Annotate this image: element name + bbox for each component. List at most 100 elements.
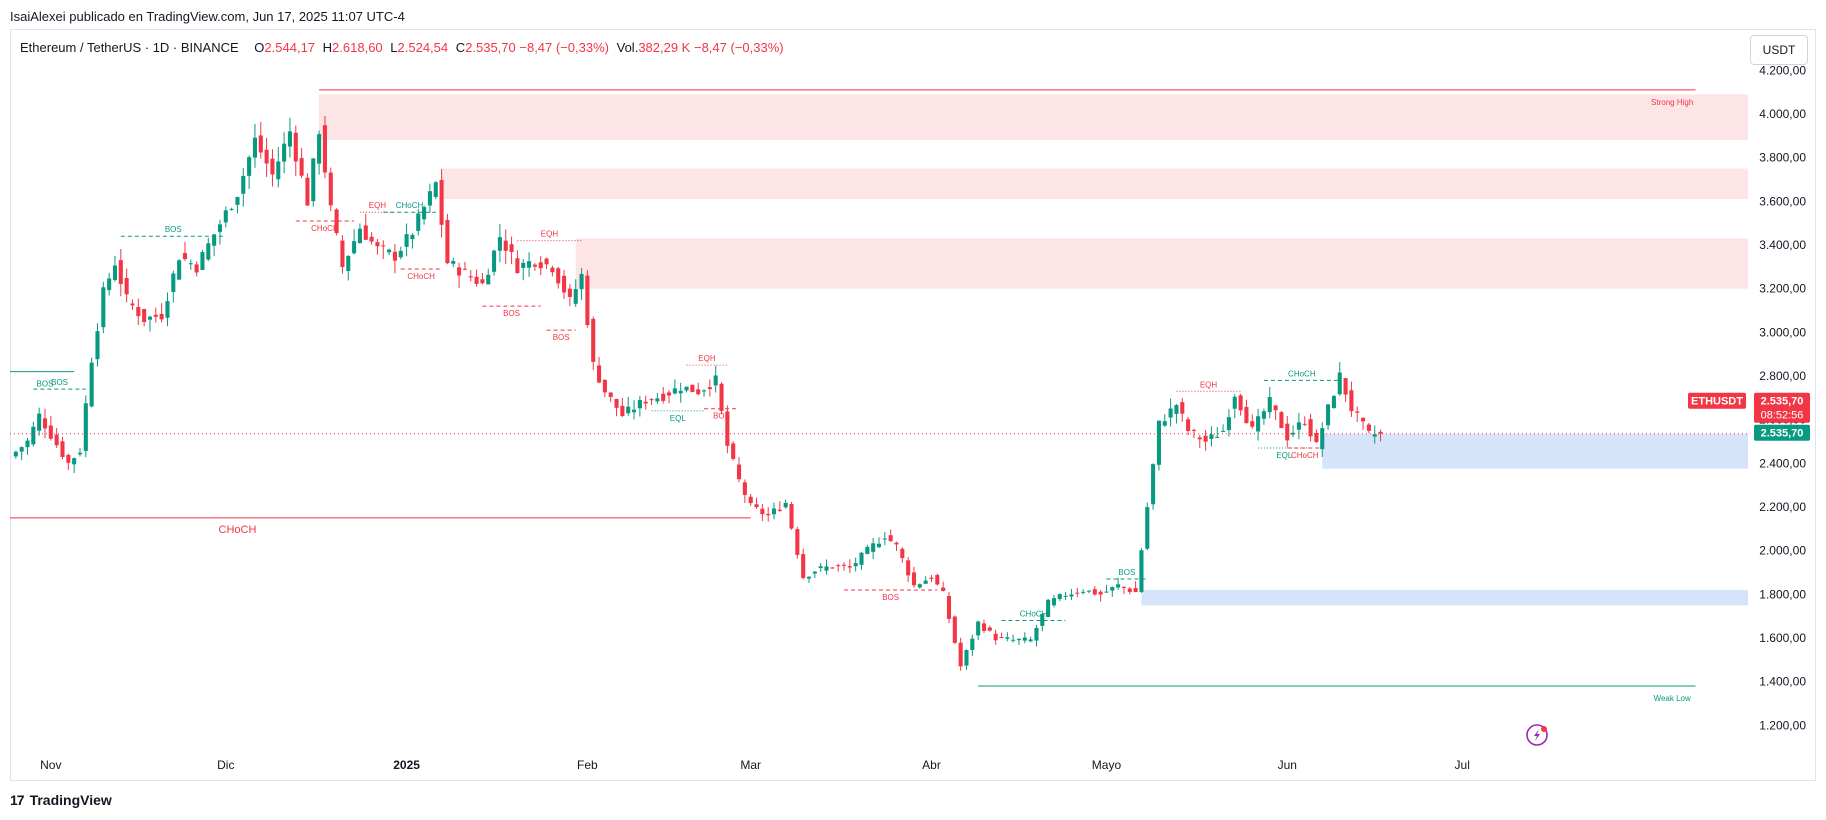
candle-body: [1378, 431, 1383, 434]
candle-body: [1092, 589, 1097, 595]
candle-body: [626, 406, 631, 414]
candle-body: [212, 234, 217, 246]
high-value: 2.618,60: [332, 40, 383, 55]
candle-body: [976, 621, 981, 636]
price-tick: 2.000,00: [1759, 544, 1806, 558]
candle-body: [334, 209, 339, 234]
candle-body: [701, 390, 707, 392]
candle-body: [777, 509, 782, 511]
structure-marker-label: EQH: [541, 230, 559, 239]
time-tick: Feb: [577, 758, 598, 772]
candle-body: [544, 258, 549, 265]
candle-body: [130, 303, 135, 306]
countdown-text: 08:52:56: [1761, 410, 1804, 422]
candle-body: [900, 548, 905, 559]
candle-body: [795, 529, 800, 555]
candle-body: [923, 580, 928, 584]
candle-body: [696, 389, 701, 395]
candle-body: [771, 508, 777, 515]
supply-zone: [319, 94, 1748, 141]
candle-body: [649, 399, 654, 401]
structure-marker-label: EQH: [1200, 380, 1218, 389]
price-tick: 4.200,00: [1759, 63, 1806, 77]
candle-body: [77, 452, 83, 455]
candle-body: [521, 262, 526, 268]
candle-body: [812, 571, 817, 574]
candle-body: [527, 261, 532, 268]
candle-body: [1057, 594, 1062, 599]
candle-body: [865, 546, 870, 554]
currency-button[interactable]: USDT: [1750, 35, 1808, 65]
candle-body: [1151, 464, 1156, 505]
candle-body: [719, 383, 724, 411]
candle-body: [492, 250, 497, 272]
candle-body: [31, 426, 36, 445]
candle-body: [83, 403, 88, 451]
candle-body: [1063, 595, 1068, 597]
candle-body: [468, 276, 473, 278]
candle-body: [1133, 588, 1138, 593]
candle-body: [276, 161, 281, 180]
candle-body: [830, 567, 835, 569]
candle-body: [538, 262, 543, 269]
symbol-name[interactable]: Ethereum / TetherUS · 1D · BINANCE: [20, 40, 239, 55]
candle-body: [824, 566, 829, 571]
candle-body: [497, 237, 502, 251]
candle-body: [620, 405, 625, 417]
structure-marker-label: CHoCH: [407, 272, 435, 281]
candle-body: [666, 392, 672, 396]
lightning-icon[interactable]: [1526, 724, 1548, 746]
open-label: O: [254, 40, 265, 55]
candle-body: [54, 434, 59, 446]
candle-body: [66, 454, 71, 463]
price-tick: 2.400,00: [1759, 456, 1806, 470]
candle-body: [1180, 402, 1185, 414]
candle-body: [1256, 416, 1261, 432]
price-tick: 1.400,00: [1759, 675, 1806, 689]
candle-body: [981, 623, 987, 631]
price-tick: 1.600,00: [1759, 631, 1806, 645]
candle-body: [509, 244, 514, 253]
candle-body: [422, 207, 427, 220]
symbol-tag: [1688, 392, 1746, 409]
candle-body: [690, 384, 695, 393]
candle-body: [165, 301, 170, 318]
candle-body: [433, 182, 438, 197]
candle-body: [725, 411, 730, 446]
tradingview-logo[interactable]: 17 TradingView: [10, 792, 112, 808]
candle-body: [317, 134, 322, 164]
candle-body: [311, 158, 316, 202]
structure-marker-label: CHoCH: [396, 201, 424, 210]
level-label: CHoCH: [219, 524, 257, 536]
candle-body: [1238, 395, 1243, 411]
change-value: −8,47 (−0,33%): [519, 40, 609, 55]
levels-layer: Strong High Weak Low CHoCH BOS: [10, 89, 1696, 703]
demand-zone: [1141, 589, 1748, 606]
candle-body: [1285, 423, 1290, 441]
supply-zone: [575, 238, 1748, 289]
candle-body: [48, 425, 53, 439]
candle-body: [299, 158, 304, 176]
candle-body: [1174, 405, 1179, 414]
candle-body: [305, 177, 310, 206]
candle-body: [1349, 390, 1354, 412]
candle-body: [935, 575, 940, 585]
candle-body: [952, 616, 957, 643]
price-tick: 3.800,00: [1759, 151, 1806, 165]
candle-body: [783, 502, 788, 508]
price-tick: 1.200,00: [1759, 718, 1806, 732]
candle-body: [258, 135, 263, 153]
candle-body: [369, 236, 374, 242]
candle-body: [118, 260, 123, 284]
candle-body: [474, 276, 479, 284]
candle-body: [503, 240, 508, 251]
candle-body: [1186, 419, 1191, 431]
candle-body: [532, 264, 537, 267]
candle-body: [597, 365, 602, 383]
candle-body: [1116, 584, 1121, 588]
chart-frame: [10, 29, 1816, 781]
tradingview-brand: TradingView: [29, 792, 112, 808]
candle-body: [999, 637, 1004, 639]
